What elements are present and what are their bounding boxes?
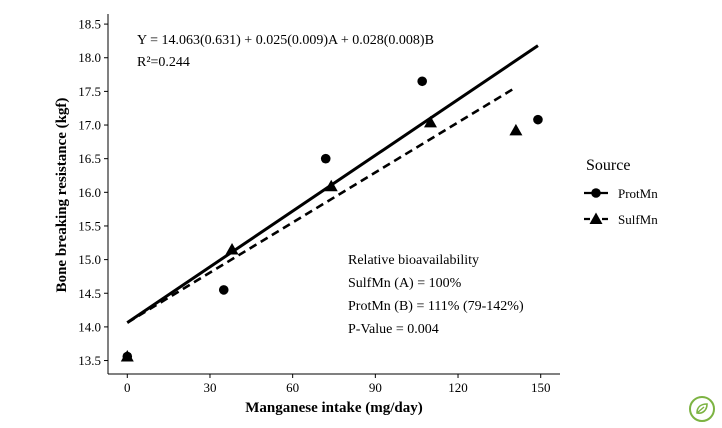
y-tick-label: 16.0 [78, 185, 101, 200]
plot-area: 0 30 60 90 120 150 13.5 14.0 14.5 15.0 15.5 16.0 16.… [78, 14, 560, 395]
fit-line-sulfmn [126, 86, 517, 324]
x-tick-label: 60 [286, 380, 299, 395]
point-sulfmn [120, 350, 134, 362]
y-tick-label: 18.5 [78, 17, 101, 32]
point-protmn [320, 153, 331, 164]
y-tick-label: 18.0 [78, 50, 101, 65]
p-value-label: P-Value = 0.004 [348, 322, 439, 337]
y-tick-label: 15.5 [78, 218, 101, 233]
point-protmn [533, 114, 543, 125]
point-protmn [218, 285, 229, 295]
point-sulfmn [324, 179, 338, 192]
bioavailability-sulfmn: SulfMn (A) = 100% [348, 276, 462, 291]
r-squared-label: R²=0.244 [137, 55, 190, 70]
x-tick-label: 30 [203, 380, 216, 395]
point-sulfmn [225, 243, 239, 255]
leaf-glyph-icon [696, 403, 708, 414]
regression-equation: Y = 14.063(0.631) + 0.025(0.009)A + 0.02… [137, 33, 434, 48]
legend-marker-protmn [591, 188, 601, 198]
y-tick-label: 17.0 [78, 118, 101, 133]
leaf-logo-icon [689, 396, 715, 422]
x-tick-label: 150 [531, 380, 551, 395]
y-tick-label: 17.5 [78, 84, 101, 99]
legend-label-protmn: ProtMn [618, 186, 658, 201]
legend-marker-sulfmn [589, 212, 603, 224]
point-sulfmn [509, 123, 523, 136]
y-tick-label: 13.5 [78, 353, 101, 368]
y-tick-label: 14.0 [78, 319, 101, 334]
y-tick-label: 14.5 [78, 286, 101, 301]
x-tick-label: 90 [369, 380, 382, 395]
x-tick-label: 0 [124, 380, 131, 395]
bioavailability-title: Relative bioavailability [348, 253, 479, 268]
legend-label-sulfmn: SulfMn [618, 212, 658, 227]
bioavailability-protmn: ProtMn (B) = 111% (79-142%) [348, 299, 524, 314]
point-protmn [417, 76, 427, 87]
legend-item-protmn: ProtMn [584, 186, 658, 201]
x-tick-label: 120 [448, 380, 468, 395]
y-axis-title: Bone breaking resistance (kgf) [54, 98, 70, 293]
legend-item-sulfmn: SulfMn [584, 212, 658, 227]
y-tick-label: 16.5 [78, 151, 101, 166]
legend-title: Source [586, 157, 630, 174]
point-sulfmn [423, 115, 437, 128]
x-axis-title: Manganese intake (mg/day) [245, 400, 423, 416]
y-tick-label: 15.0 [78, 252, 101, 267]
